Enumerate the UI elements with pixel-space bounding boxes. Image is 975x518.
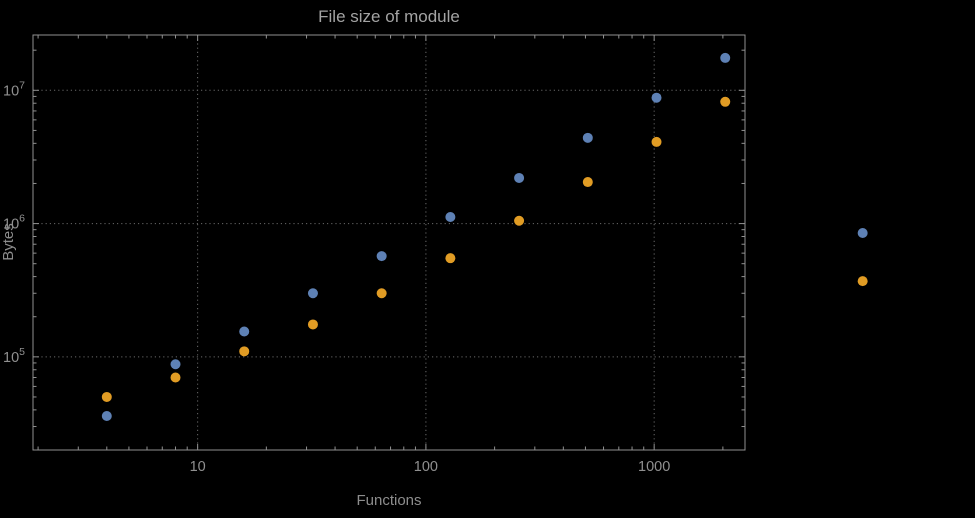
data-point-orange <box>376 288 387 299</box>
data-point-orange <box>445 253 456 264</box>
x-tick-label: 10 <box>190 459 206 475</box>
data-point-orange <box>720 96 731 107</box>
plot-area: 10 100 1000 105 106 107 <box>3 34 868 475</box>
y-axis-label: Bytes <box>0 223 17 261</box>
data-point-blue <box>445 212 456 223</box>
data-point-orange <box>857 276 868 287</box>
y-tick-label: 107 <box>3 79 25 99</box>
data-point-orange <box>170 372 181 383</box>
x-tick-label: 1000 <box>638 459 670 475</box>
data-point-blue <box>857 227 868 238</box>
data-point-blue <box>651 92 662 103</box>
y-tick-label: 105 <box>3 346 25 366</box>
x-tick-label: 100 <box>414 459 438 475</box>
data-point-blue <box>720 52 731 63</box>
data-point-blue <box>170 359 181 370</box>
data-point-blue <box>376 251 387 262</box>
chart-title: File size of module <box>318 7 460 26</box>
data-point-blue <box>582 132 593 143</box>
data-point-orange <box>307 319 318 330</box>
data-point-orange <box>582 177 593 188</box>
data-point-orange <box>514 215 525 226</box>
data-point-blue <box>514 172 525 183</box>
data-point-orange <box>101 391 112 402</box>
x-axis-label: Functions <box>356 492 421 509</box>
y-tick-label: 106 <box>3 213 25 233</box>
plot-frame <box>32 34 746 451</box>
data-point-blue <box>101 410 112 421</box>
data-point-orange <box>239 346 250 357</box>
data-point-orange <box>651 136 662 147</box>
data-point-blue <box>307 288 318 299</box>
data-point-blue <box>239 326 250 337</box>
